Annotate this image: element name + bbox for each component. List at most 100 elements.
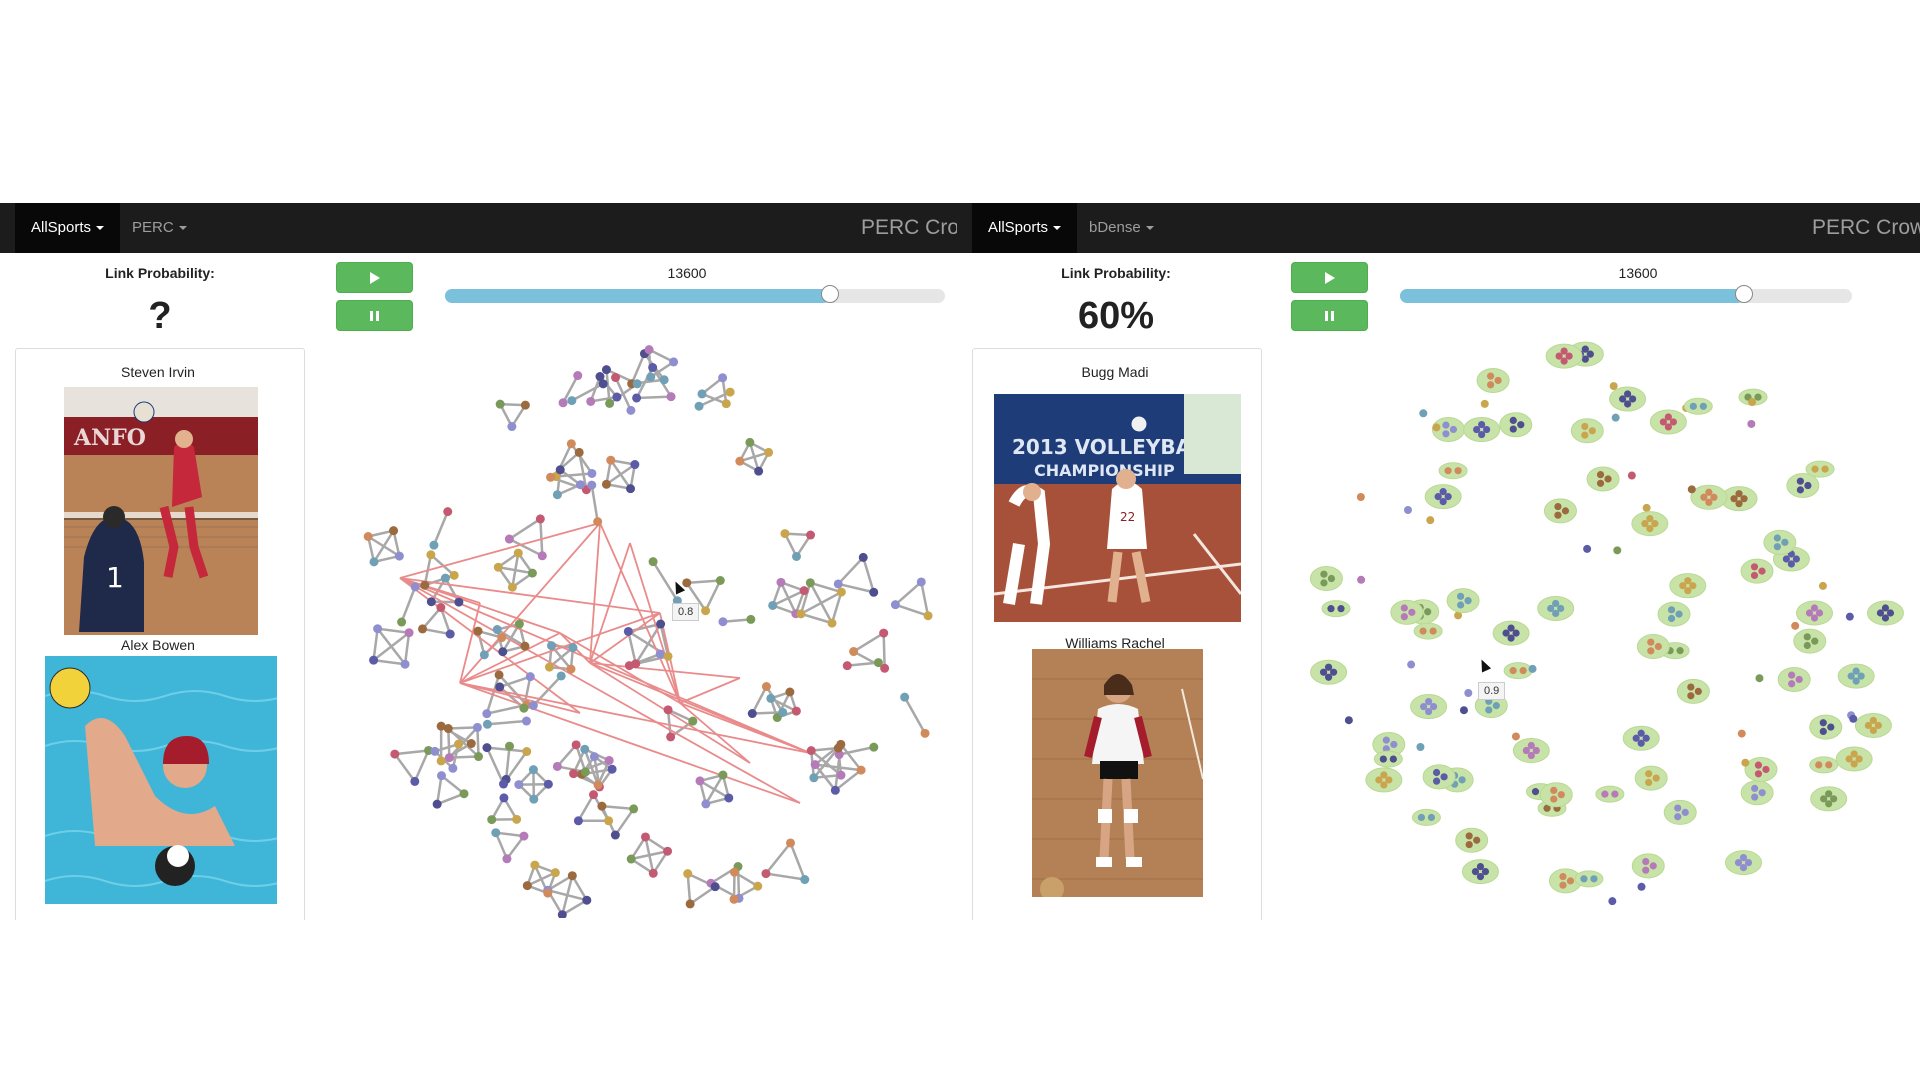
graph-node[interactable] bbox=[1464, 597, 1472, 605]
graph-node[interactable] bbox=[1850, 760, 1858, 768]
graph-node[interactable] bbox=[786, 838, 796, 848]
graph-node[interactable] bbox=[1744, 859, 1753, 867]
graph-node[interactable] bbox=[663, 651, 673, 661]
graph-node[interactable] bbox=[1803, 633, 1811, 641]
graph-node[interactable] bbox=[1596, 479, 1605, 487]
graph-node[interactable] bbox=[799, 586, 809, 596]
graph-node[interactable] bbox=[543, 888, 553, 898]
graph-node[interactable] bbox=[1444, 467, 1452, 475]
graph-node[interactable] bbox=[1390, 740, 1398, 749]
graph-node[interactable] bbox=[1646, 515, 1654, 523]
graph-node[interactable] bbox=[1815, 761, 1823, 769]
graph-node[interactable] bbox=[764, 447, 774, 457]
graph-node[interactable] bbox=[791, 706, 801, 716]
graph-node[interactable] bbox=[747, 709, 757, 719]
graph-node[interactable] bbox=[492, 625, 502, 635]
graph-node[interactable] bbox=[796, 609, 806, 619]
graph-node[interactable] bbox=[724, 793, 734, 803]
iteration-slider[interactable] bbox=[445, 285, 945, 303]
graph-node[interactable] bbox=[1380, 771, 1388, 779]
graph-node[interactable] bbox=[1416, 743, 1425, 752]
graph-node[interactable] bbox=[528, 765, 538, 775]
graph-node[interactable] bbox=[1356, 492, 1365, 501]
graph-node[interactable] bbox=[718, 770, 728, 780]
graph-node[interactable] bbox=[544, 662, 554, 672]
graph-node[interactable] bbox=[1483, 425, 1491, 434]
graph-node[interactable] bbox=[640, 832, 650, 842]
graph-node[interactable] bbox=[580, 767, 590, 777]
network-graph[interactable] bbox=[1307, 333, 1907, 918]
graph-node[interactable] bbox=[1543, 804, 1551, 812]
graph-node[interactable] bbox=[1825, 800, 1833, 808]
graph-node[interactable] bbox=[1637, 882, 1646, 891]
graph-node[interactable] bbox=[1492, 702, 1500, 710]
graph-node[interactable] bbox=[1519, 667, 1527, 675]
graph-node[interactable] bbox=[426, 550, 436, 560]
graph-node[interactable] bbox=[1754, 761, 1763, 769]
graph-node[interactable] bbox=[792, 551, 802, 561]
graph-node[interactable] bbox=[604, 755, 614, 765]
graph-node[interactable] bbox=[1417, 813, 1426, 822]
graph-node[interactable] bbox=[626, 484, 636, 494]
graph-node[interactable] bbox=[568, 643, 578, 653]
graph-node[interactable] bbox=[566, 664, 576, 674]
graph-node[interactable] bbox=[761, 682, 771, 692]
graph-node[interactable] bbox=[1645, 778, 1653, 787]
graph-node[interactable] bbox=[1565, 352, 1573, 360]
graph-node[interactable] bbox=[1651, 520, 1659, 528]
graph-node[interactable] bbox=[644, 345, 654, 355]
graph-node[interactable] bbox=[1552, 599, 1560, 608]
graph-node[interactable] bbox=[1478, 430, 1486, 439]
graph-node[interactable] bbox=[1687, 692, 1695, 700]
graph-node[interactable] bbox=[806, 746, 816, 756]
graph-node[interactable] bbox=[1705, 488, 1713, 496]
graph-node[interactable] bbox=[849, 647, 859, 657]
graph-node[interactable] bbox=[873, 658, 883, 668]
graph-node[interactable] bbox=[363, 531, 373, 541]
graph-node[interactable] bbox=[436, 721, 446, 731]
graph-node[interactable] bbox=[597, 801, 607, 811]
graph-node[interactable] bbox=[479, 650, 489, 660]
graph-node[interactable] bbox=[1667, 614, 1676, 623]
graph-node[interactable] bbox=[1684, 587, 1692, 595]
graph-node[interactable] bbox=[1583, 544, 1592, 553]
graph-node[interactable] bbox=[718, 617, 728, 627]
graph-node[interactable] bbox=[1511, 732, 1520, 741]
graph-node[interactable] bbox=[519, 831, 529, 841]
graph-node[interactable] bbox=[1559, 881, 1567, 889]
graph-node[interactable] bbox=[1881, 604, 1890, 612]
graph-node[interactable] bbox=[1581, 355, 1589, 363]
graph-node[interactable] bbox=[1419, 627, 1427, 635]
graph-node[interactable] bbox=[718, 373, 728, 383]
graph-node[interactable] bbox=[445, 629, 455, 639]
graph-node[interactable] bbox=[453, 739, 463, 749]
graph-node[interactable] bbox=[1795, 675, 1803, 684]
graph-node[interactable] bbox=[527, 568, 537, 578]
graph-node[interactable] bbox=[768, 600, 778, 610]
graph-node[interactable] bbox=[1642, 503, 1651, 512]
graph-node[interactable] bbox=[1389, 755, 1397, 763]
graph-node[interactable] bbox=[575, 480, 585, 490]
graph-node[interactable] bbox=[856, 765, 866, 775]
slider-thumb[interactable] bbox=[1734, 285, 1753, 303]
graph-node[interactable] bbox=[1596, 471, 1605, 479]
graph-node[interactable] bbox=[776, 577, 786, 587]
graph-node[interactable] bbox=[1674, 813, 1682, 821]
graph-node[interactable] bbox=[1471, 868, 1480, 876]
graph-node[interactable] bbox=[663, 846, 673, 856]
graph-node[interactable] bbox=[444, 753, 454, 763]
graph-node[interactable] bbox=[1805, 609, 1814, 617]
graph-node[interactable] bbox=[443, 724, 453, 734]
play-button[interactable] bbox=[1291, 262, 1368, 293]
brand-title[interactable]: PERC Crow bbox=[861, 216, 957, 239]
graph-node[interactable] bbox=[514, 619, 524, 629]
graph-node[interactable] bbox=[766, 693, 776, 703]
graph-node[interactable] bbox=[1645, 770, 1653, 778]
graph-node[interactable] bbox=[547, 641, 557, 651]
graph-node[interactable] bbox=[1580, 875, 1588, 883]
graph-node[interactable] bbox=[1403, 505, 1412, 514]
graph-node[interactable] bbox=[1739, 864, 1748, 872]
graph-node[interactable] bbox=[833, 579, 843, 589]
graph-node[interactable] bbox=[595, 372, 605, 382]
graph-node[interactable] bbox=[1419, 409, 1428, 418]
